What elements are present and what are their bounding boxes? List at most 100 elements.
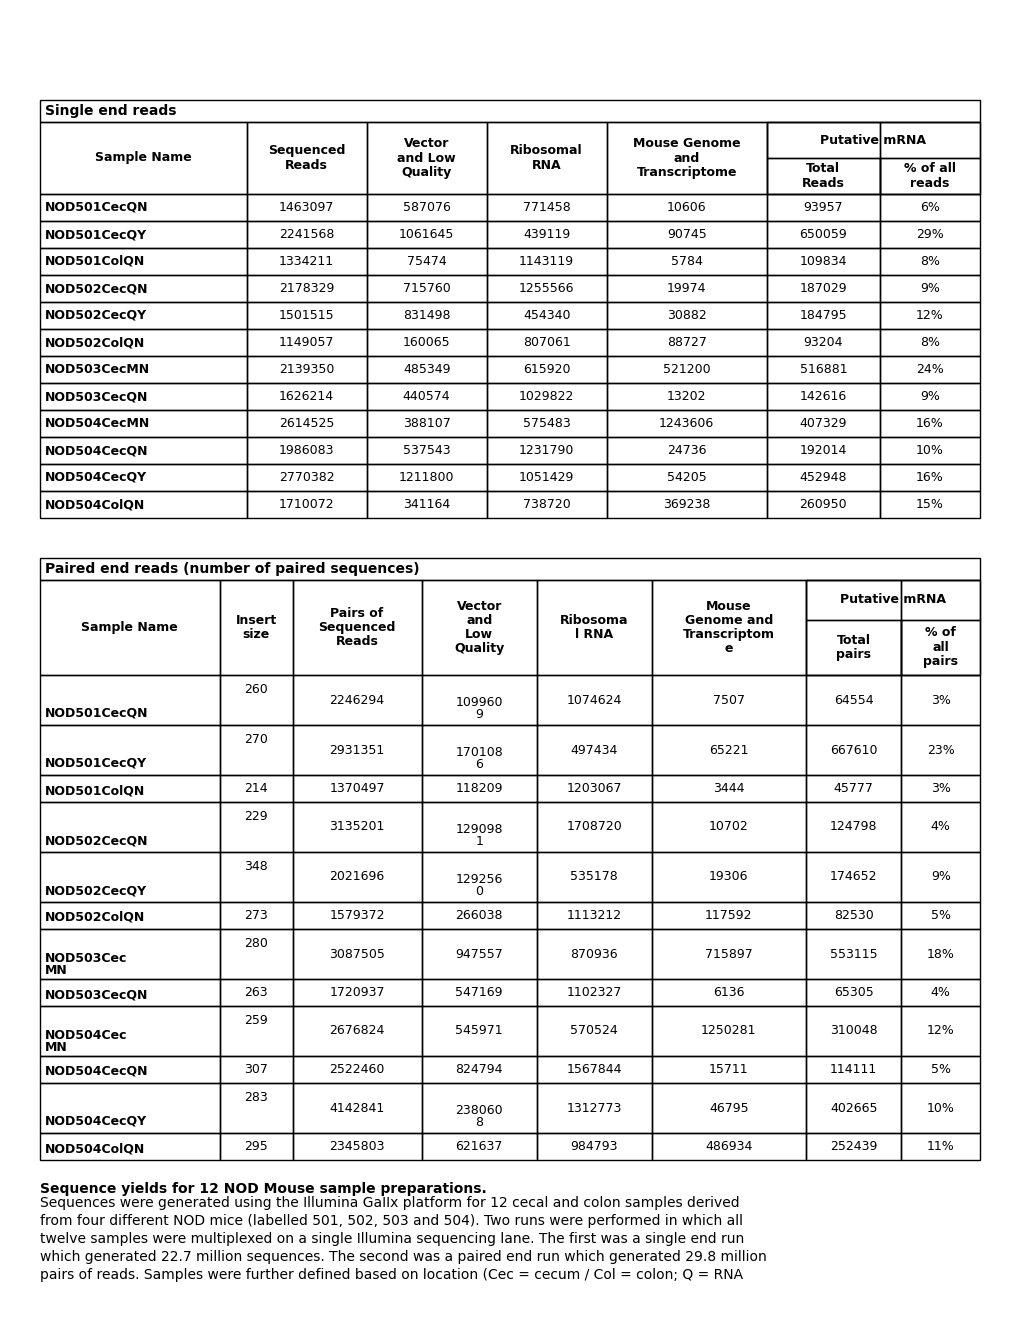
Bar: [366, 220, 486, 248]
Bar: [486, 121, 606, 194]
Text: 2931351: 2931351: [329, 743, 384, 756]
Bar: [40, 491, 247, 517]
Text: 587076: 587076: [403, 201, 450, 214]
Bar: [486, 465, 606, 491]
Text: 214: 214: [244, 781, 268, 795]
Bar: [536, 579, 651, 675]
Bar: [536, 675, 651, 725]
Bar: [292, 851, 421, 902]
Bar: [879, 121, 979, 194]
Text: 2522460: 2522460: [329, 1063, 384, 1076]
Text: 2345803: 2345803: [329, 1140, 384, 1152]
Bar: [536, 775, 651, 803]
Bar: [292, 675, 421, 725]
Bar: [766, 411, 879, 437]
Bar: [805, 1133, 901, 1160]
Bar: [805, 1006, 901, 1056]
Text: 114111: 114111: [829, 1063, 876, 1076]
Bar: [366, 121, 486, 194]
Bar: [606, 411, 766, 437]
Text: 341164: 341164: [403, 498, 449, 511]
Text: 10702: 10702: [708, 821, 748, 833]
Bar: [292, 579, 421, 675]
Bar: [805, 851, 901, 902]
Text: 1074624: 1074624: [566, 693, 622, 706]
Text: Total
Reads: Total Reads: [801, 162, 844, 190]
Bar: [219, 579, 292, 675]
Text: 129256: 129256: [455, 873, 502, 886]
Text: Mouse
Genome and
Transcriptom
e: Mouse Genome and Transcriptom e: [682, 601, 774, 655]
Bar: [421, 902, 536, 929]
Bar: [40, 1082, 219, 1133]
Text: NOD501ColQN: NOD501ColQN: [45, 784, 145, 797]
Bar: [536, 1082, 651, 1133]
Bar: [536, 725, 651, 775]
Bar: [292, 1082, 421, 1133]
Bar: [606, 302, 766, 329]
Bar: [40, 194, 247, 220]
Text: 16%: 16%: [915, 417, 943, 430]
Bar: [486, 437, 606, 465]
Bar: [247, 194, 366, 220]
Text: pairs of reads. Samples were further defined based on location (Cec = cecum / Co: pairs of reads. Samples were further def…: [40, 1269, 743, 1282]
Bar: [421, 1006, 536, 1056]
Text: NOD504CecQN: NOD504CecQN: [45, 1065, 149, 1078]
Bar: [40, 356, 247, 383]
Text: Single end reads: Single end reads: [45, 104, 176, 117]
Bar: [40, 100, 979, 121]
Bar: [766, 491, 879, 517]
Bar: [247, 465, 366, 491]
Text: Putative mRNA: Putative mRNA: [819, 133, 925, 147]
Bar: [40, 851, 219, 902]
Bar: [536, 851, 651, 902]
Text: 9%: 9%: [930, 870, 950, 883]
Text: 273: 273: [244, 909, 268, 921]
Bar: [766, 121, 979, 158]
Bar: [486, 302, 606, 329]
Bar: [766, 356, 879, 383]
Text: 23%: 23%: [926, 743, 954, 756]
Bar: [879, 356, 979, 383]
Text: 2246294: 2246294: [329, 693, 384, 706]
Text: 54205: 54205: [666, 471, 706, 484]
Bar: [219, 979, 292, 1006]
Bar: [40, 929, 219, 979]
Text: 8%: 8%: [919, 337, 940, 348]
Bar: [879, 465, 979, 491]
Bar: [486, 194, 606, 220]
Text: 1029822: 1029822: [519, 389, 574, 403]
Bar: [536, 1056, 651, 1082]
Text: Ribosoma
l RNA: Ribosoma l RNA: [559, 614, 628, 642]
Text: Putative mRNA: Putative mRNA: [840, 594, 945, 606]
Bar: [536, 1006, 651, 1056]
Text: 1501515: 1501515: [278, 309, 334, 322]
Bar: [247, 121, 366, 194]
Text: 184795: 184795: [799, 309, 847, 322]
Text: 252439: 252439: [829, 1140, 876, 1152]
Text: 454340: 454340: [523, 309, 570, 322]
Bar: [805, 579, 901, 675]
Bar: [651, 851, 805, 902]
Text: 1720937: 1720937: [329, 986, 384, 999]
Text: NOD502ColQN: NOD502ColQN: [45, 337, 145, 348]
Text: 124798: 124798: [829, 821, 876, 833]
Bar: [901, 620, 979, 675]
Text: 831498: 831498: [403, 309, 450, 322]
Text: 348: 348: [244, 861, 268, 873]
Bar: [766, 158, 879, 194]
Bar: [421, 725, 536, 775]
Text: 650059: 650059: [799, 228, 847, 242]
Bar: [219, 1133, 292, 1160]
Text: 1334211: 1334211: [279, 255, 334, 268]
Text: 771458: 771458: [523, 201, 570, 214]
Bar: [805, 675, 901, 725]
Bar: [901, 725, 979, 775]
Text: 10606: 10606: [666, 201, 706, 214]
Bar: [805, 1082, 901, 1133]
Bar: [366, 275, 486, 302]
Text: 6: 6: [475, 758, 483, 771]
Bar: [606, 356, 766, 383]
Text: 260950: 260950: [799, 498, 847, 511]
Text: Ribosomal
RNA: Ribosomal RNA: [510, 144, 583, 172]
Bar: [805, 803, 901, 851]
